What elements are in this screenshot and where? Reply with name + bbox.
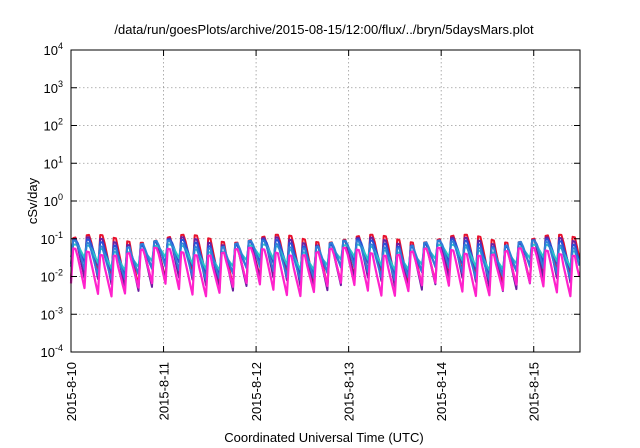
y-tick-label: 104 — [44, 41, 63, 58]
x-tick-label: 2015-8-13 — [342, 362, 357, 421]
y-tick-label: 100 — [44, 192, 63, 209]
series-line — [69, 246, 581, 298]
y-tick-label: 10-2 — [41, 268, 63, 285]
x-tick-label: 2015-8-14 — [434, 362, 449, 421]
x-axis-label: Coordinated Universal Time (UTC) — [224, 430, 423, 445]
chart-title: /data/run/goesPlots/archive/2015-08-15/1… — [114, 22, 534, 37]
series-layer — [69, 233, 581, 298]
x-tick-label: 2015-8-12 — [249, 362, 264, 421]
x-tick-label: 2015-8-11 — [157, 362, 172, 420]
y-tick-label: 10-4 — [41, 343, 63, 360]
y-tick-label: 10-1 — [41, 230, 63, 247]
axis-layer: 10-4 10-3 10-2 10-1 100 101 102 103 104 2015-8-10… — [41, 41, 580, 421]
y-axis-label: cSv/day — [25, 177, 40, 224]
y-tick-label: 10-3 — [41, 305, 63, 322]
y-tick-label: 102 — [44, 117, 63, 134]
x-tick-label: 2015-8-15 — [527, 362, 542, 421]
y-tick-label: 103 — [44, 79, 63, 96]
series-line — [70, 239, 581, 282]
x-tick-label: 2015-8-10 — [64, 362, 79, 421]
plot-frame — [70, 49, 581, 353]
y-tick-label: 101 — [44, 154, 63, 171]
